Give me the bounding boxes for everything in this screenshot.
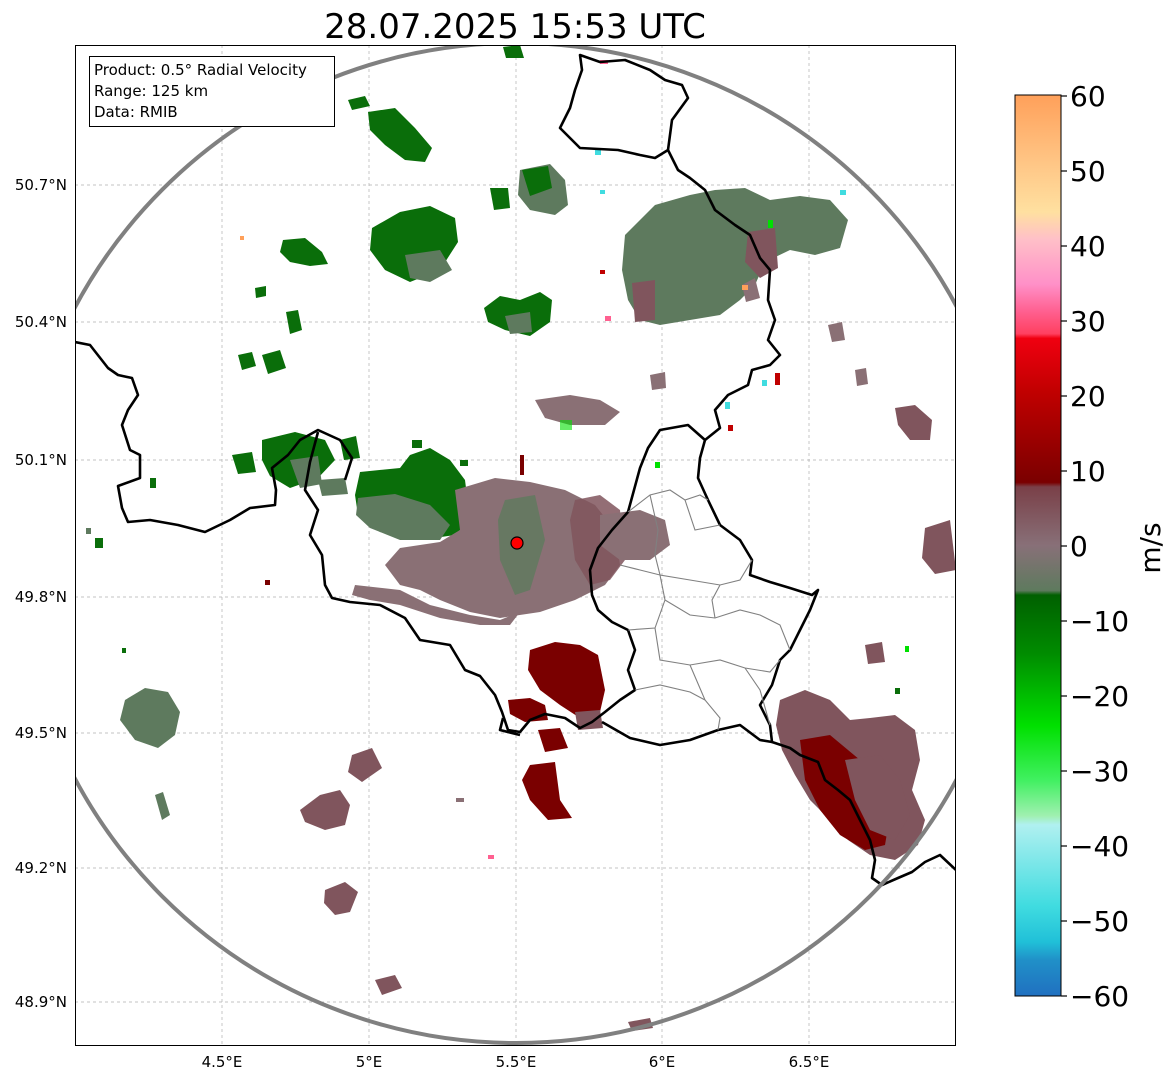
lat-label: 49.8°N: [15, 588, 67, 606]
info-range: Range: 125 km: [94, 82, 208, 100]
colorbar-tick-label: −20: [1070, 680, 1129, 713]
lon-label: 4.5°E: [202, 1053, 243, 1071]
lat-label: 49.5°N: [15, 724, 67, 742]
plot-area: [75, 45, 956, 1046]
colorbar-tick-label: −60: [1070, 980, 1129, 1013]
velocity-echoes: [86, 45, 956, 1031]
colorbar-tick-label: −10: [1070, 605, 1129, 638]
lon-label: 6°E: [649, 1053, 676, 1071]
radar-site-marker: [510, 536, 524, 550]
lat-label: 48.9°N: [15, 993, 67, 1011]
colorbar-tick-label: 20: [1070, 380, 1106, 413]
colorbar-tick-label: 60: [1070, 80, 1106, 113]
lon-label: 5.5°E: [496, 1053, 537, 1071]
range-ring: [75, 45, 956, 1045]
colorbar-tick-label: −50: [1070, 905, 1129, 938]
lat-label: 50.1°N: [15, 451, 67, 469]
plot-frame: [75, 45, 956, 1046]
colorbar-tick-label: −40: [1070, 830, 1129, 863]
colorbar-tick-label: 10: [1070, 455, 1106, 488]
map-title: 28.07.2025 15:53 UTC: [324, 7, 706, 47]
region-borders: [619, 489, 791, 731]
colorbar-label: m/s: [1134, 522, 1167, 573]
lat-tick-labels: 50.7°N 50.4°N 50.1°N 49.8°N 49.5°N 49.2°…: [15, 176, 67, 1011]
colorbar-tick-label: 0: [1070, 530, 1088, 563]
lon-label: 5°E: [356, 1053, 383, 1071]
colorbar-tick-label: 40: [1070, 230, 1106, 263]
country-borders: [75, 53, 956, 887]
info-product: Product: 0.5° Radial Velocity: [94, 61, 307, 79]
lat-label: 49.2°N: [15, 859, 67, 877]
lon-label: 6.5°E: [789, 1053, 830, 1071]
colorbar: 60 50 40 30 20 10 0 −10 −20 −30 −40 −50 …: [1014, 80, 1167, 1013]
colorbar-tick-label: −30: [1070, 755, 1129, 788]
colorbar-tick-label: 50: [1070, 155, 1106, 188]
colorbar-gradient: [1014, 94, 1062, 997]
lon-tick-labels: 4.5°E 5°E 5.5°E 6°E 6.5°E: [202, 1053, 830, 1071]
colorbar-ticks: 60 50 40 30 20 10 0 −10 −20 −30 −40 −50 …: [1070, 80, 1129, 1013]
lat-label: 50.4°N: [15, 313, 67, 331]
info-data-source: Data: RMIB: [94, 103, 178, 121]
lat-label: 50.7°N: [15, 176, 67, 194]
colorbar-tick-label: 30: [1070, 305, 1106, 338]
info-box: Product: 0.5° Radial Velocity Range: 125…: [89, 56, 335, 127]
